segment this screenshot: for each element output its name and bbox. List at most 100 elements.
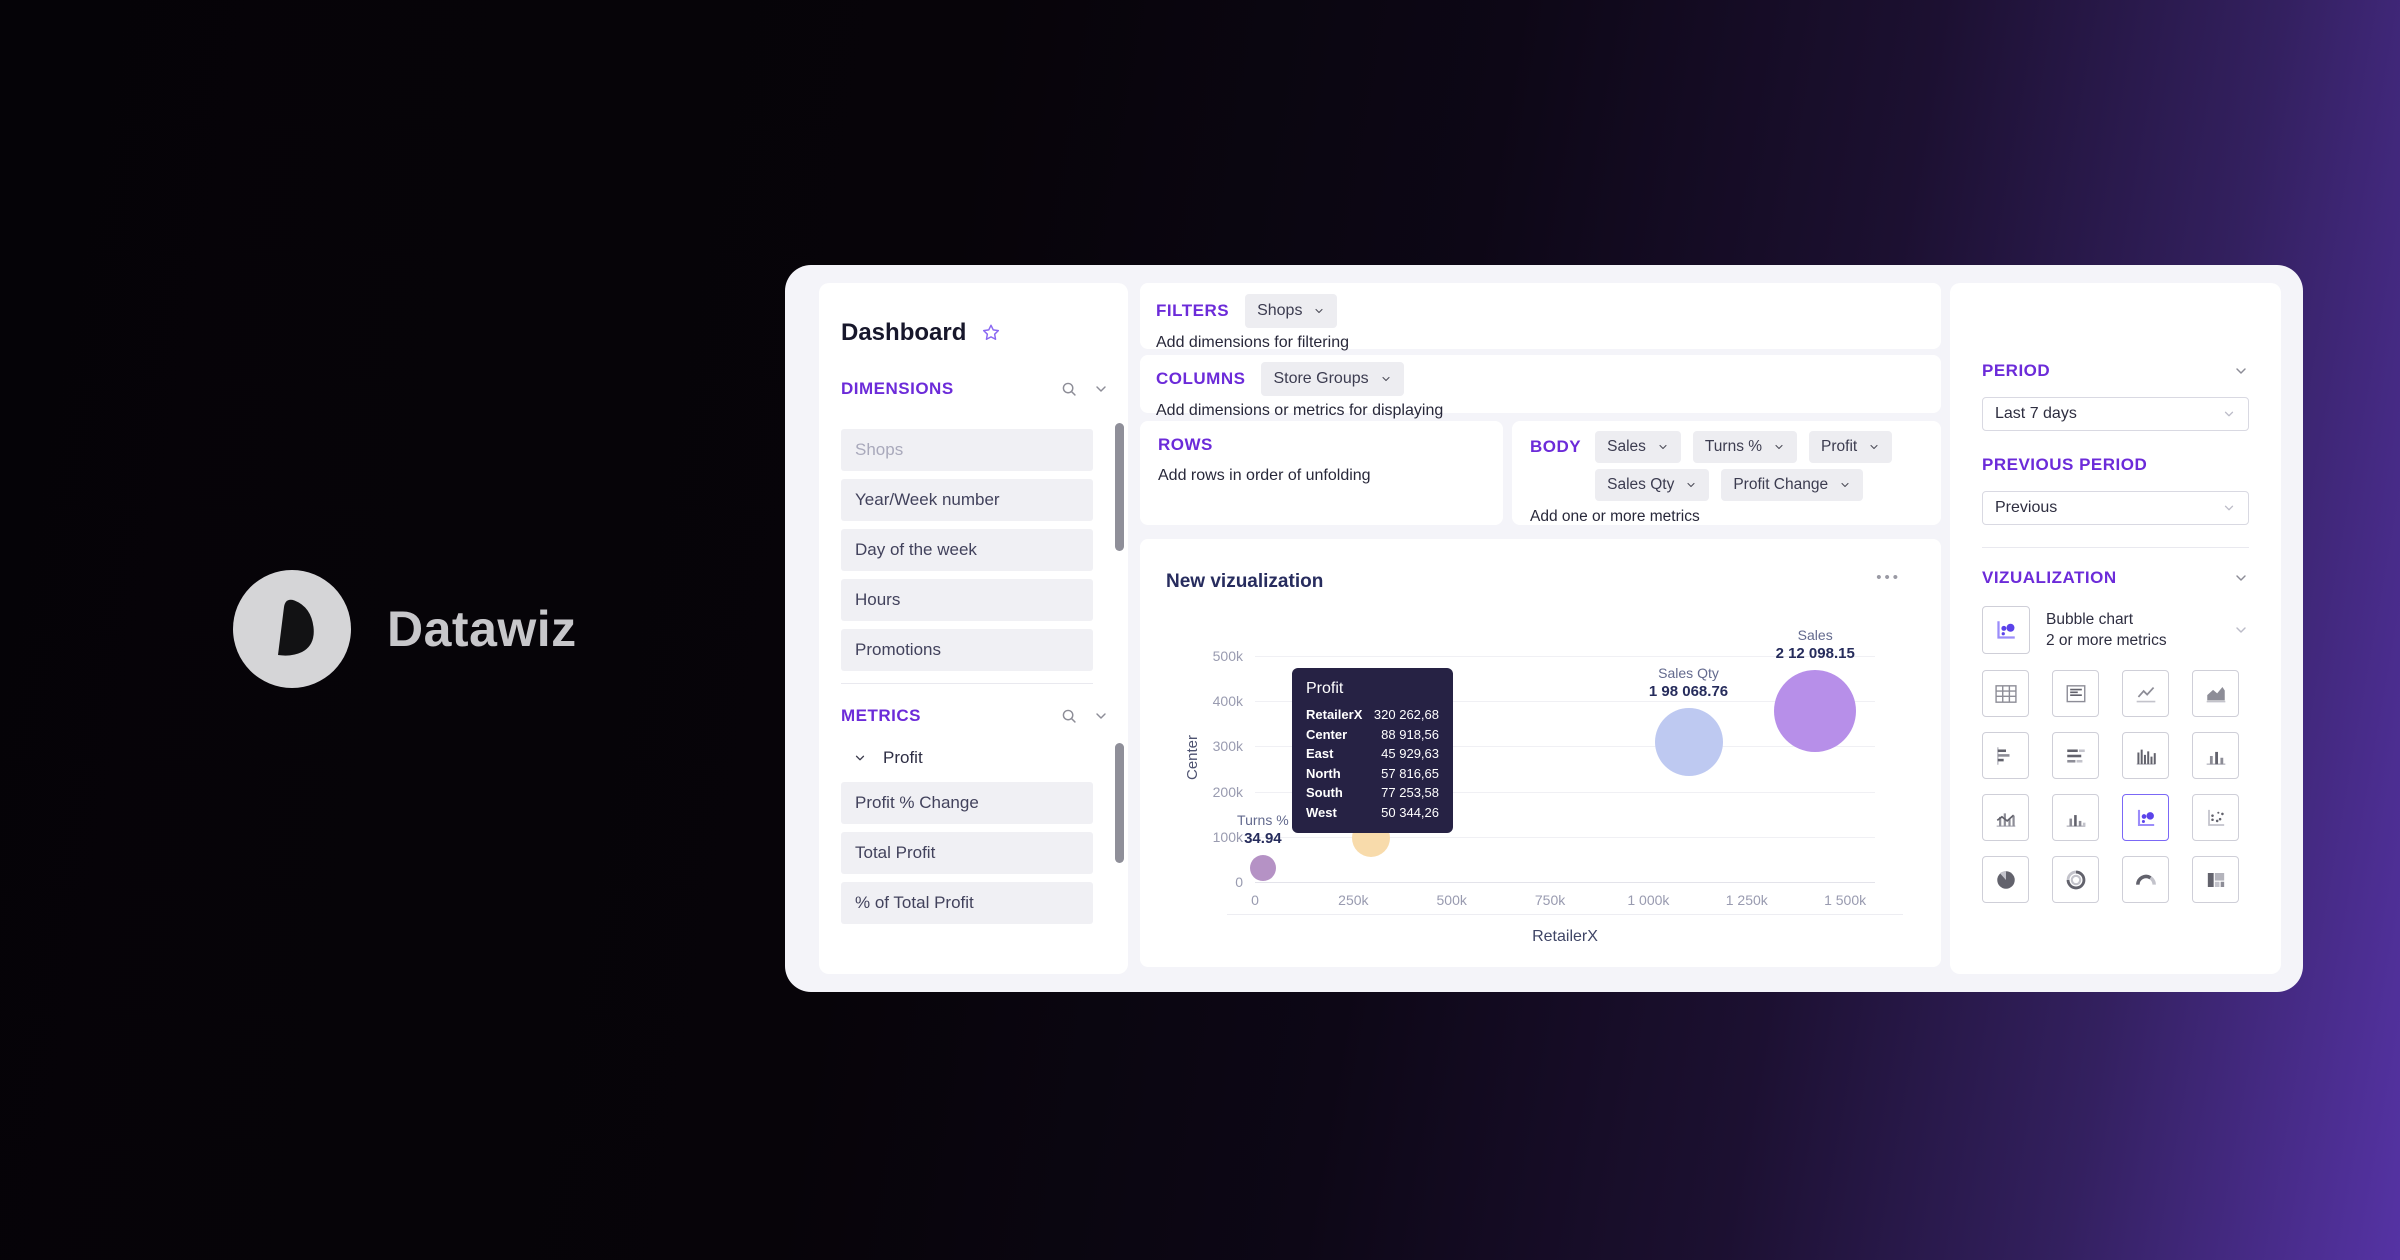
metrics-group-profit[interactable]: Profit	[853, 748, 1128, 768]
chevron-down-icon	[1839, 479, 1851, 491]
metrics-group-label: Profit	[883, 748, 923, 767]
favorite-star-icon[interactable]	[980, 322, 1002, 344]
treemap-tile[interactable]	[2192, 856, 2239, 903]
chevron-down-icon[interactable]	[1093, 708, 1109, 724]
chevron-down-icon[interactable]	[2233, 363, 2249, 379]
page-title: Dashboard	[841, 319, 967, 346]
viz-selected-summary[interactable]: Bubble chart 2 or more metrics	[1982, 606, 2249, 654]
dashboard-app-card: Dashboard DIMENSIONS Shops Year/Week numb…	[785, 265, 2303, 992]
bubble-chart-plot: Profit RetailerX 320 262,68 Center 88 918,5…	[1213, 627, 1903, 915]
chip-sales-qty[interactable]: Sales Qty	[1595, 469, 1710, 501]
metrics-header: METRICS	[841, 706, 921, 725]
body-hint: Add one or more metrics	[1530, 508, 1700, 525]
histogram-tile[interactable]	[2122, 732, 2169, 779]
chevron-down-icon[interactable]	[1093, 381, 1109, 397]
viz-selected-subtitle: 2 or more metrics	[2046, 632, 2167, 649]
x-tick-label: 1 000k	[1627, 892, 1670, 908]
metric-item-profit-change[interactable]: Profit % Change	[841, 782, 1093, 824]
search-icon[interactable]	[1060, 380, 1078, 398]
y-tick-label: 300k	[1212, 738, 1243, 755]
chart-menu-icon[interactable]: •••	[1876, 569, 1901, 586]
scrollbar[interactable]	[1115, 423, 1124, 551]
tooltip-row-east: East 45 929,63	[1306, 746, 1439, 761]
chevron-down-icon[interactable]	[2233, 570, 2249, 586]
sales-bubble-label: Sales 2 12 098.15	[1775, 627, 1855, 663]
chip-turns[interactable]: Turns %	[1692, 431, 1798, 463]
gauge-chart-tile[interactable]	[2122, 856, 2169, 903]
datawiz-logo-icon	[233, 570, 351, 688]
turns-bubble[interactable]	[1249, 855, 1276, 882]
bar-horizontal-tile[interactable]	[1982, 732, 2029, 779]
divider	[1982, 547, 2249, 548]
dimensions-list: Shops Year/Week number Day of the week Hour…	[841, 429, 1128, 671]
column-chart-tile[interactable]	[2192, 732, 2239, 779]
chevron-down-icon	[1657, 441, 1669, 453]
donut-chart-tile[interactable]	[2052, 856, 2099, 903]
grouped-column-chart-tile[interactable]	[2052, 794, 2099, 841]
area-chart-tile[interactable]	[2192, 670, 2239, 717]
tooltip-row-north: North 57 816,65	[1306, 765, 1439, 781]
body-panel: BODY Sales Turns % Profit Sales Qty Profit …	[1512, 421, 1941, 525]
y-tick-label: 400k	[1212, 693, 1243, 710]
viz-type-grid	[1982, 670, 2249, 903]
dimension-item-day-of-the-week[interactable]: Day of the week	[841, 529, 1093, 571]
sales-qty-bubble-label: Sales Qty 1 98 068.76	[1648, 664, 1729, 700]
previous-period-header: PREVIOUS PERIOD	[1982, 455, 2148, 474]
gridline	[1255, 882, 1875, 883]
report-tile[interactable]	[2052, 670, 2099, 717]
bubble-chart-tile[interactable]	[2122, 794, 2169, 841]
sales-qty-bubble[interactable]	[1654, 707, 1723, 776]
scrollbar[interactable]	[1115, 743, 1124, 863]
chevron-down-icon	[1313, 305, 1325, 317]
line-chart-tile[interactable]	[2122, 670, 2169, 717]
pie-chart-tile[interactable]	[1982, 856, 2029, 903]
sales-bubble[interactable]	[1774, 670, 1857, 753]
viz-selected-title: Bubble chart	[2046, 611, 2134, 628]
dimension-item-shops[interactable]: Shops	[841, 429, 1093, 471]
vizualization-header: VIZUALIZATION	[1982, 568, 2117, 587]
metric-item-of-total-profit[interactable]: % of Total Profit	[841, 882, 1093, 924]
gridline	[1255, 746, 1875, 748]
chip-profit-change[interactable]: Profit Change	[1721, 469, 1864, 501]
chip-profit[interactable]: Profit	[1809, 431, 1893, 463]
chip-shops[interactable]: Shops	[1245, 294, 1338, 328]
filters-header: FILTERS	[1156, 301, 1230, 320]
chevron-down-icon	[1685, 479, 1697, 491]
gridline	[1255, 836, 1875, 838]
chevron-down-icon	[1773, 441, 1785, 453]
y-tick-label: 200k	[1212, 783, 1243, 800]
search-icon[interactable]	[1060, 707, 1078, 725]
dimension-item-hours[interactable]: Hours	[841, 579, 1093, 621]
previous-period-value: Previous	[1995, 499, 2058, 516]
bar-horizontal-stacked-tile[interactable]	[2052, 732, 2099, 779]
period-select[interactable]: Last 7 days	[1982, 397, 2249, 431]
rows-panel: ROWS Add rows in order of unfolding	[1140, 421, 1503, 525]
previous-period-select[interactable]: Previous	[1982, 491, 2249, 525]
x-axis-title: RetailerX	[1532, 928, 1598, 945]
tooltip-row-west: West 50 344,26	[1306, 804, 1439, 820]
chip-sales[interactable]: Sales	[1595, 431, 1681, 463]
tooltip-row-center: Center 88 918,56	[1306, 726, 1439, 742]
dimension-item-year-week-number[interactable]: Year/Week number	[841, 479, 1093, 521]
chip-store-groups[interactable]: Store Groups	[1261, 362, 1404, 396]
dimensions-header: DIMENSIONS	[841, 379, 954, 398]
bubble-chart-icon	[1982, 606, 2030, 654]
table-tile[interactable]	[1982, 670, 2029, 717]
scatter-plot-tile[interactable]	[2192, 794, 2239, 841]
dimension-item-promotions[interactable]: Promotions	[841, 629, 1093, 671]
chevron-down-icon	[2222, 501, 2236, 515]
brand-name: Datawiz	[387, 601, 577, 657]
metric-item-total-profit[interactable]: Total Profit	[841, 832, 1093, 874]
right-sidebar: PERIOD Last 7 days PREVIOUS PERIOD Previ…	[1950, 283, 2281, 974]
combo-chart-tile[interactable]	[1982, 794, 2029, 841]
filters-panel: FILTERS Shops Add dimensions for filteri…	[1140, 283, 1941, 351]
gridline	[1255, 655, 1875, 657]
chevron-down-icon	[1868, 441, 1880, 453]
x-tick-label: 1 500k	[1824, 892, 1867, 908]
chevron-down-icon	[1380, 373, 1392, 385]
brand: Datawiz	[233, 570, 577, 688]
rows-header: ROWS	[1158, 435, 1213, 454]
chevron-down-icon	[853, 751, 867, 765]
chevron-down-icon	[2233, 622, 2249, 638]
